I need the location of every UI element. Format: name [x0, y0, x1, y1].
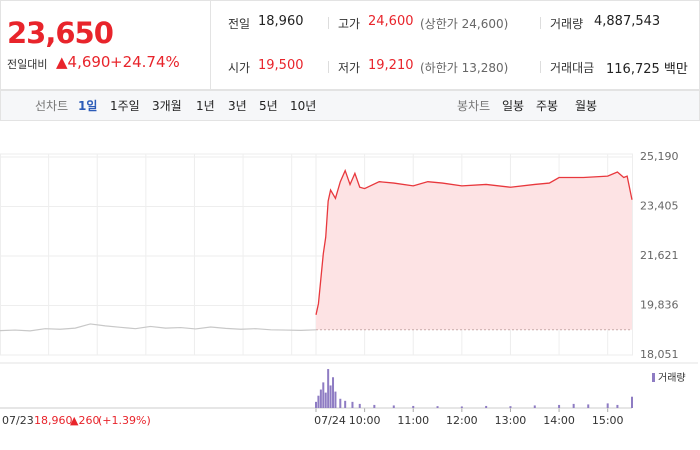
divider: [328, 17, 329, 29]
summary-label: 시가: [228, 61, 251, 75]
change: ▲4,690: [56, 53, 111, 71]
volume-bar: [373, 404, 376, 408]
volume-bar: [509, 406, 512, 408]
volume-bar: [329, 385, 332, 408]
price-line: [315, 168, 633, 315]
tab-label: 봉차트: [457, 99, 491, 113]
x-tick-label: 10:00: [349, 414, 381, 427]
tab-label: 선차트: [35, 99, 69, 113]
prev-change: ▲260: [70, 414, 99, 427]
volume-bar: [327, 369, 330, 408]
volume-bar: [606, 403, 609, 408]
divider: [210, 0, 211, 89]
y-tick-label: 25,190: [640, 150, 679, 163]
x-tick-label: 13:00: [495, 414, 527, 427]
volume-bar: [339, 398, 342, 408]
y-tick-label: 23,405: [640, 200, 679, 213]
y-tick-label: 19,836: [640, 298, 679, 311]
divider: [540, 17, 541, 29]
legend-swatch: [652, 373, 655, 382]
tab[interactable]: 일봉: [502, 99, 525, 113]
summary-note: (하한가 13,280): [420, 61, 509, 75]
summary-label: 거래량: [550, 17, 584, 31]
volume-bar: [412, 405, 415, 408]
tab[interactable]: 1주일: [110, 99, 140, 113]
volume-bar: [358, 403, 361, 408]
tab[interactable]: 5년: [259, 99, 278, 113]
summary-label: 전일: [228, 17, 251, 31]
volume-bar: [334, 391, 337, 408]
tab[interactable]: 1일: [78, 99, 98, 113]
volume-bar: [558, 404, 561, 408]
legend-label: 거래량: [658, 372, 686, 384]
summary-value: 116,725 백만: [606, 62, 688, 77]
y-tick-label: 18,051: [640, 348, 679, 361]
summary-value: 18,960: [258, 14, 304, 29]
prev-change-pct: (+1.39%): [98, 414, 151, 427]
volume-bar: [587, 404, 590, 408]
x-tick-label: 12:00: [446, 414, 478, 427]
divider: [328, 61, 329, 73]
tab[interactable]: 3개월: [152, 99, 182, 113]
summary-value: 4,887,543: [594, 14, 661, 29]
volume-bar: [351, 401, 354, 408]
volume-bar: [392, 405, 395, 408]
volume-bar: [324, 392, 327, 408]
volume-bar: [317, 395, 320, 408]
change-label: 전일대비: [7, 58, 48, 71]
tab[interactable]: 10년: [290, 99, 317, 113]
volume-bar: [322, 382, 325, 408]
summary-value: 24,600: [368, 14, 414, 29]
y-tick-label: 21,621: [640, 249, 679, 262]
volume-bar: [436, 406, 439, 408]
volume-bar: [616, 404, 619, 408]
summary-label: 고가: [338, 17, 361, 31]
tab[interactable]: 1년: [196, 99, 215, 113]
summary-label: 저가: [338, 61, 361, 75]
tab[interactable]: 주봉: [536, 99, 559, 113]
change-pct: +24.74%: [110, 53, 180, 71]
x-tick-label: 11:00: [397, 414, 429, 427]
tab-bar: [0, 90, 700, 121]
volume-bar: [485, 405, 488, 408]
divider: [540, 61, 541, 73]
prev-day-line: [0, 323, 317, 332]
volume-bar: [460, 406, 463, 408]
volume-bar: [344, 400, 347, 408]
tab[interactable]: 월봉: [575, 99, 598, 113]
x-tick-label: 14:00: [543, 414, 575, 427]
x-tick-label: 07/24: [314, 414, 346, 427]
volume-bar: [533, 405, 536, 408]
volume-bar: [631, 396, 633, 408]
prev-date: 07/23: [2, 414, 34, 427]
volume-bar: [332, 377, 335, 408]
summary-label: 거래대금: [550, 61, 595, 75]
chart: 25,190 23,405 21,621 19,836 18,051 07/24 10:00…: [0, 150, 698, 427]
price: 23,650: [7, 16, 114, 50]
volume-bar: [319, 389, 322, 408]
volume-bar: [572, 403, 575, 408]
price-area: [316, 170, 632, 330]
summary-note: (상한가 24,600): [420, 17, 509, 31]
x-tick-label: 15:00: [592, 414, 624, 427]
summary-value: 19,500: [258, 58, 304, 73]
tab[interactable]: 3년: [228, 99, 247, 113]
prev-close: 18,960: [34, 414, 73, 427]
summary-value: 19,210: [368, 58, 414, 73]
volume-bar: [315, 401, 317, 408]
